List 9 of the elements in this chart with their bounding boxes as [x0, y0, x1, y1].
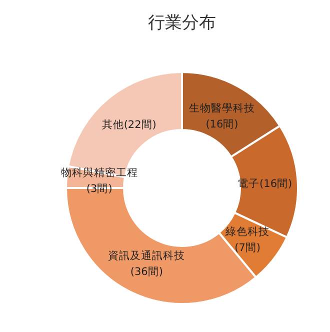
slice-label: 物科與精密工程: [60, 166, 138, 180]
chart-title: 行業分布: [148, 13, 216, 33]
slice-label: 資訊及通訊科技: [108, 249, 186, 262]
slice-label: 生物醫學科技: [188, 101, 255, 114]
slice-label: 綠色科技: [224, 224, 270, 238]
data-label: (7間): [234, 242, 261, 254]
data-label: (36間): [130, 266, 163, 278]
data-label: (16間): [206, 118, 238, 130]
slice-label: 其他(22間): [102, 118, 156, 132]
